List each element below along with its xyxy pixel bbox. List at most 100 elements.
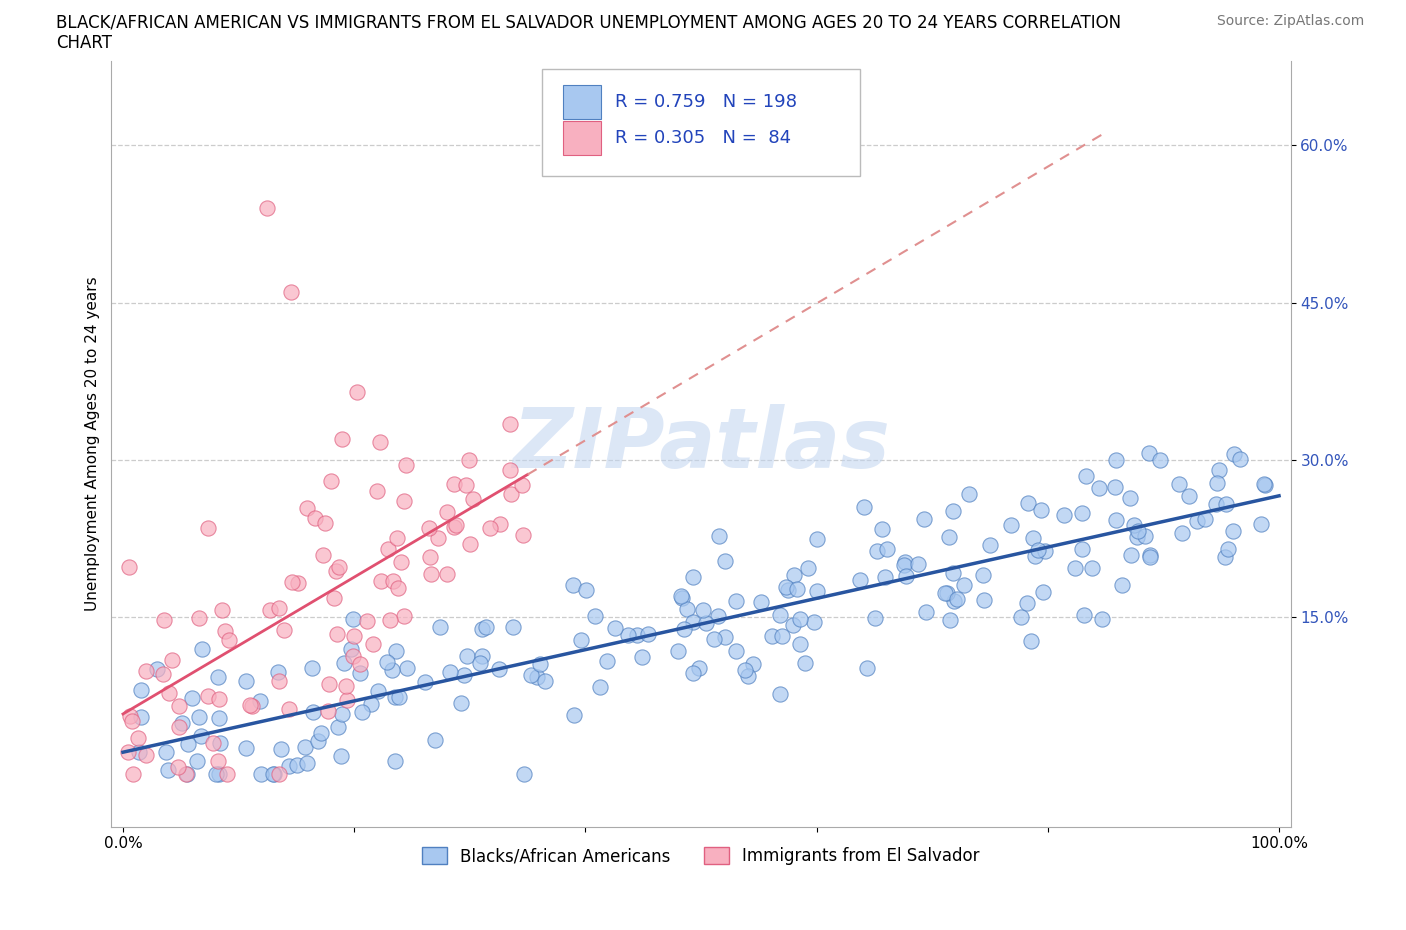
Point <box>295 500 318 515</box>
Point <box>273 622 295 637</box>
Point <box>263 767 285 782</box>
Point <box>366 484 388 498</box>
Point <box>122 767 145 782</box>
Point <box>769 687 792 702</box>
Point <box>569 632 592 647</box>
Point <box>207 670 229 684</box>
Point <box>235 741 257 756</box>
Point <box>1105 452 1128 467</box>
Point <box>387 580 409 595</box>
Point <box>1205 497 1227 512</box>
Point <box>942 566 965 581</box>
Point <box>135 747 157 762</box>
Point <box>443 477 465 492</box>
Point <box>1177 488 1199 503</box>
Point <box>429 619 451 634</box>
Text: R = 0.305   N =  84: R = 0.305 N = 84 <box>614 129 792 147</box>
Point <box>1074 469 1097 484</box>
Point <box>384 689 406 704</box>
Point <box>176 767 198 782</box>
Point <box>181 691 204 706</box>
Point <box>737 669 759 684</box>
Point <box>270 741 292 756</box>
Point <box>1033 543 1056 558</box>
Point <box>942 593 965 608</box>
Point <box>946 591 969 606</box>
Point <box>240 698 263 713</box>
Point <box>443 520 465 535</box>
Point <box>1015 595 1038 610</box>
Point <box>1123 517 1146 532</box>
Point <box>942 504 965 519</box>
Point <box>427 530 450 545</box>
Point <box>1137 446 1160 461</box>
Point <box>749 594 772 609</box>
Point <box>340 642 363 657</box>
Point <box>675 602 697 617</box>
Point <box>381 574 404 589</box>
Point <box>360 697 382 711</box>
Point <box>695 616 717 631</box>
Point <box>957 487 980 502</box>
Text: ZIPatlas: ZIPatlas <box>512 404 890 485</box>
Point <box>281 575 304 590</box>
Point <box>1167 477 1189 492</box>
Point <box>370 574 392 589</box>
Point <box>894 554 917 569</box>
Point <box>534 673 557 688</box>
Point <box>458 537 481 551</box>
Point <box>725 594 748 609</box>
Point <box>1222 524 1244 538</box>
Point <box>197 521 219 536</box>
Point <box>915 604 938 619</box>
Point <box>267 601 290 616</box>
Point <box>342 648 364 663</box>
Point <box>444 517 467 532</box>
Point <box>314 515 336 530</box>
Point <box>169 698 191 713</box>
Point <box>1119 547 1142 562</box>
Text: CHART: CHART <box>56 34 112 52</box>
Point <box>673 622 696 637</box>
Point <box>302 705 325 720</box>
Point <box>936 586 959 601</box>
Point <box>439 664 461 679</box>
Point <box>1185 514 1208 529</box>
Point <box>499 462 522 477</box>
Point <box>1254 477 1277 492</box>
Point <box>669 589 692 604</box>
Point <box>1104 479 1126 494</box>
Point <box>187 710 209 724</box>
Point <box>335 679 357 694</box>
Point <box>323 591 346 605</box>
Legend: Blacks/African Americans, Immigrants from El Salvador: Blacks/African Americans, Immigrants fro… <box>415 841 987 872</box>
Point <box>381 662 404 677</box>
Point <box>418 521 440 536</box>
Point <box>312 547 335 562</box>
Point <box>1139 547 1161 562</box>
Point <box>326 720 349 735</box>
Point <box>529 657 551 671</box>
Point <box>797 561 820 576</box>
Point <box>450 696 472 711</box>
Point <box>688 660 710 675</box>
Point <box>856 661 879 676</box>
Point <box>394 609 416 624</box>
Point <box>761 629 783 644</box>
Point <box>211 603 233 618</box>
Point <box>617 628 640 643</box>
Point <box>852 499 875 514</box>
Point <box>1222 446 1244 461</box>
Point <box>456 477 478 492</box>
Point <box>238 698 260 712</box>
Point <box>1149 453 1171 468</box>
Point <box>1215 497 1237 512</box>
Point <box>172 716 194 731</box>
Point <box>375 655 398 670</box>
Point <box>714 553 737 568</box>
Point <box>368 434 391 449</box>
Point <box>207 753 229 768</box>
Point <box>707 608 730 623</box>
Point <box>1128 524 1150 538</box>
Point <box>127 730 149 745</box>
